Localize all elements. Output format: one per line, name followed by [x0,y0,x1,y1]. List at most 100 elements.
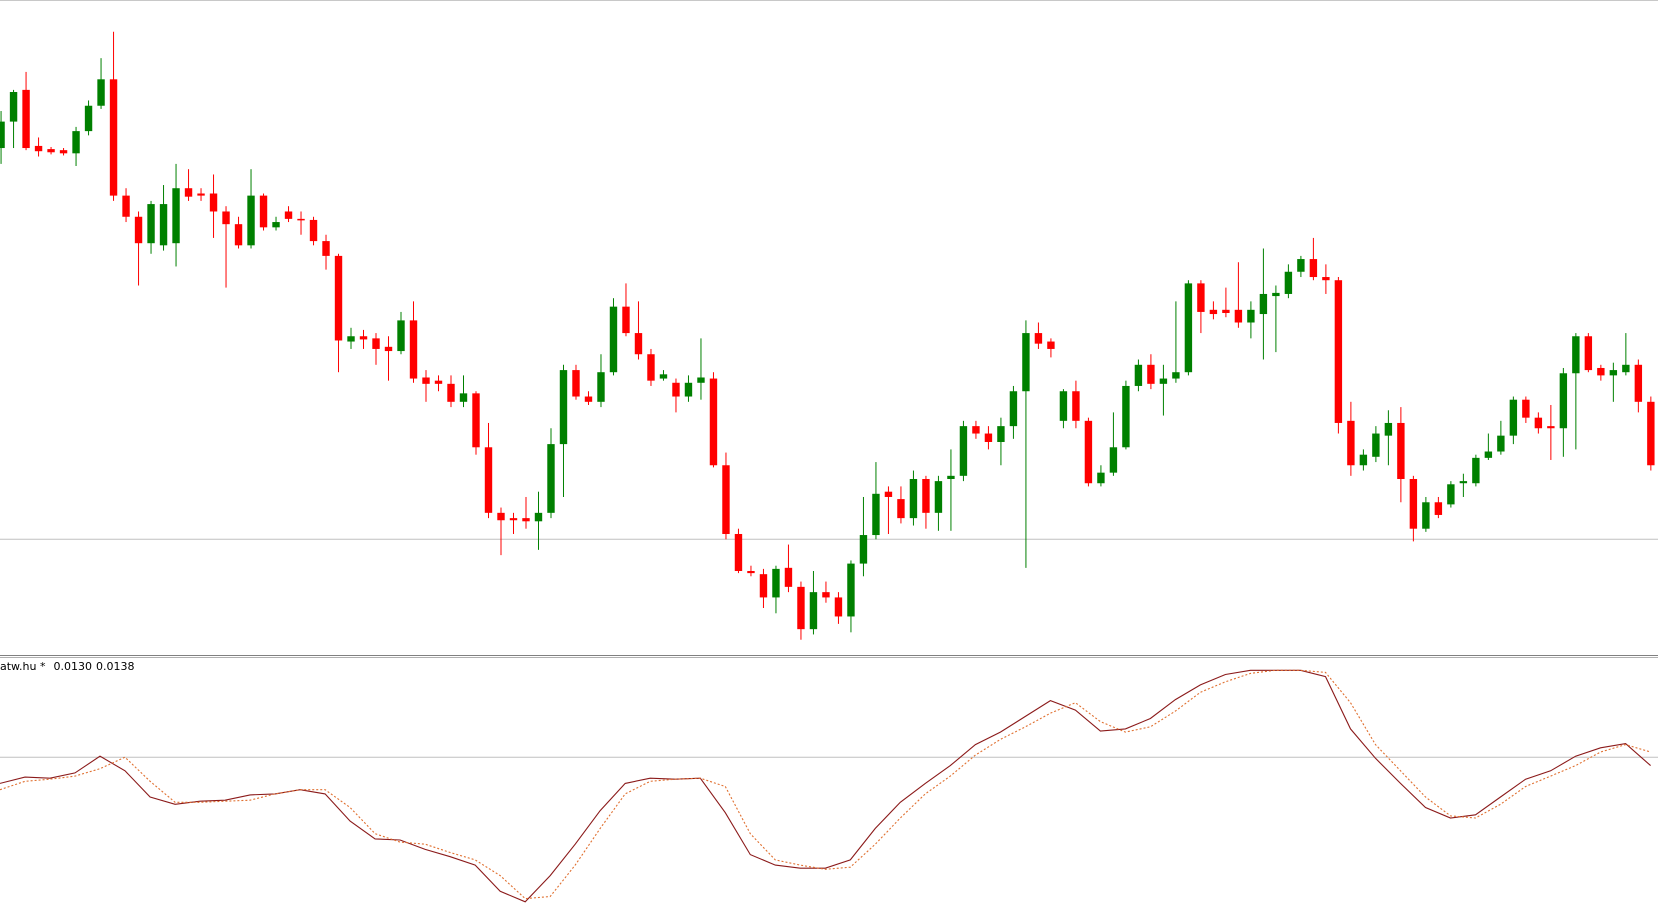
candle-body [1309,259,1318,278]
candle-body [1459,481,1468,484]
candle-body [272,222,280,228]
candle-body [534,512,543,522]
candle-body [459,393,468,402]
candle-body [834,597,843,617]
indicator-label: atw.hu * 0.0130 0.0138 [0,660,134,673]
candle-body [1472,457,1480,484]
candle-body [484,447,493,513]
candle-body [0,121,5,149]
candle-body [1259,293,1268,315]
candle-body [384,346,393,352]
indicator-name: atw.hu * [0,660,46,673]
candle-body [1434,502,1443,515]
candle-body [1272,292,1280,297]
indicator-value: 0.0138 [96,660,135,673]
candle-body [1247,309,1255,323]
candle-body [434,380,443,384]
candle-body [1047,341,1055,349]
candle-body [609,306,618,373]
candle-body [1072,391,1080,421]
candle-body [147,204,155,244]
candle-body [59,150,68,154]
candle-body [1209,309,1218,315]
candle-body [872,493,880,536]
candle-body [897,499,905,519]
candle-body [1134,364,1143,386]
candle-body [1547,426,1555,429]
candle-body [934,481,943,513]
candle-body [9,91,18,122]
candle-body [1159,378,1168,384]
candle-body [1522,399,1530,418]
candle-body [572,370,580,397]
candle-body [372,338,380,349]
candle-body [1222,309,1230,313]
candle-body [322,241,330,256]
candle-body [97,79,105,106]
candle-body [697,377,705,383]
candle-body [1334,280,1343,423]
candle-body [1147,364,1155,384]
indicator-value: 0.0130 [53,660,92,673]
candle-body [1372,433,1380,457]
candle-body [847,563,855,617]
candle-body [772,568,780,598]
candle-body [1397,422,1405,480]
candle-body [72,131,80,154]
candle-body [1034,333,1043,344]
candle-body [559,370,568,445]
candle-body [497,512,505,521]
candle-body [722,465,730,534]
candle-body [359,336,368,340]
candle-body [647,354,655,381]
candle-body [1597,367,1605,376]
candle-body [472,393,480,448]
candle-body [1409,479,1418,529]
candle-body [1297,259,1305,272]
candle-body [1197,283,1205,312]
candle-body [884,491,893,497]
candle-body [784,567,793,587]
candle-body [634,333,643,355]
candle-body [909,479,918,519]
candle-body [622,306,630,334]
candle-body [22,89,30,149]
candle-body [747,570,755,574]
candle-body [684,382,693,397]
candle-body [259,195,268,228]
candle-body [509,518,518,521]
candle-body [1359,454,1368,466]
candle-body [1184,283,1193,373]
candle-body [1534,417,1543,429]
candle-body [1059,391,1068,421]
indicator-line [0,669,1651,900]
candle-body [1234,309,1243,323]
candle-body [959,426,968,476]
candle-body [1559,373,1568,429]
candle-body [1022,333,1030,392]
candle-body [1509,399,1518,436]
candle-body [659,374,668,379]
candle-body [222,211,230,225]
candle-body [822,592,830,598]
candle-body [1122,385,1130,448]
candle-body [347,336,355,342]
candle-body [797,586,805,630]
candle-body [597,372,605,402]
candle-body [1622,364,1630,373]
candle-body [447,383,455,402]
candle-body [247,195,255,246]
candle-body [309,219,318,242]
candle-body [172,188,180,244]
candle-body [209,193,218,212]
candle-body [859,535,868,564]
candle-body [1634,364,1643,402]
candle-body [1497,435,1505,452]
candle-body [422,377,430,384]
candle-body [759,574,768,598]
candle-body [47,149,55,153]
candle-body [159,204,168,246]
candle-body [109,79,118,196]
candle-body [197,193,205,196]
